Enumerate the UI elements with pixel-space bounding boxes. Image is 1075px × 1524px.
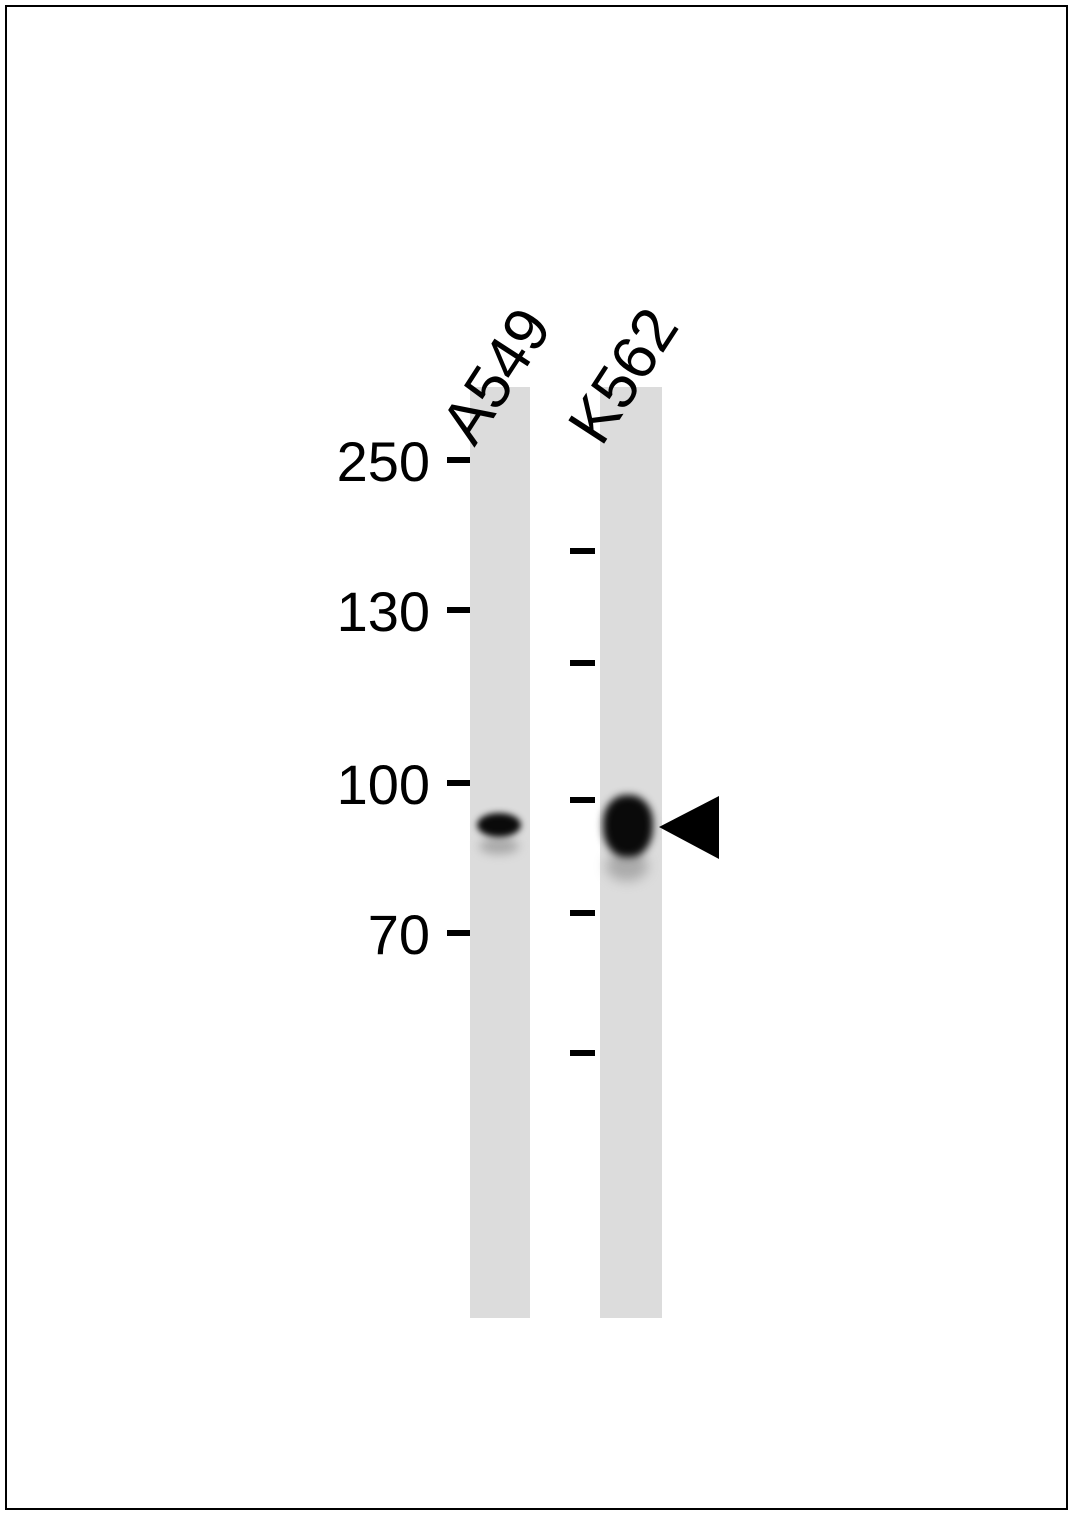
mw-marker-100: 100: [300, 754, 470, 816]
protein-band-a549: [477, 813, 521, 837]
mw-marker-70: 70: [300, 904, 470, 966]
mw-tick-unlabeled-4: [570, 910, 595, 916]
mw-marker-130-label: 130: [336, 580, 430, 643]
mw-marker-130: 130: [300, 581, 470, 643]
mw-tick-unlabeled-1: [570, 548, 595, 554]
mw-tick-icon: [447, 780, 470, 786]
mw-tick-unlabeled-3: [570, 797, 595, 803]
mw-marker-70-label: 70: [367, 903, 430, 966]
mw-marker-250-label: 250: [336, 430, 430, 493]
mw-tick-unlabeled-2: [570, 660, 595, 666]
mw-marker-100-label: 100: [336, 753, 430, 816]
mw-tick-icon: [447, 457, 470, 463]
lane-label-k562: K562: [555, 296, 693, 456]
mw-tick-icon: [447, 607, 470, 613]
mw-tick-unlabeled-5: [570, 1050, 595, 1056]
band-smear-a549: [479, 838, 519, 854]
band-pointer-arrow-icon: [659, 796, 721, 860]
mw-marker-250: 250: [300, 431, 470, 493]
mw-tick-icon: [447, 930, 470, 936]
protein-band-k562: [603, 795, 653, 857]
